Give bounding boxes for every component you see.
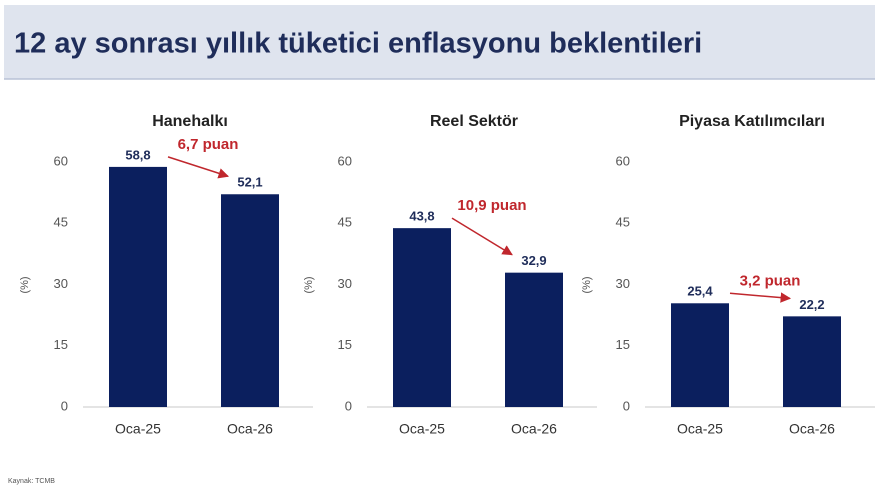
x-tick-label: Oca-26 (789, 421, 835, 437)
value-label: 43,8 (409, 209, 434, 224)
y-tick-label: 15 (338, 337, 352, 352)
y-tick-label: 0 (61, 398, 68, 413)
bar (221, 194, 279, 407)
annotation-arrow (167, 156, 229, 179)
y-tick-label: 60 (338, 153, 352, 168)
y-tick-label: 60 (54, 153, 68, 168)
value-label: 22,2 (799, 297, 824, 312)
y-tick-label: 0 (345, 398, 352, 413)
bar (671, 303, 729, 407)
bar (393, 228, 451, 407)
y-tick-label: 15 (54, 337, 68, 352)
chart-title: Piyasa Katılımcıları (679, 113, 825, 130)
annotation-arrow (729, 292, 792, 303)
y-tick-label: 45 (54, 215, 68, 230)
y-tick-label: 30 (338, 276, 352, 291)
y-tick-label: 30 (616, 276, 630, 291)
y-tick-label: 15 (616, 337, 630, 352)
y-tick-label: 0 (623, 398, 630, 413)
y-tick-label: 45 (338, 215, 352, 230)
x-tick-label: Oca-26 (227, 421, 273, 437)
x-tick-label: Oca-25 (677, 421, 723, 437)
y-axis-label: (%) (19, 276, 31, 293)
y-axis-label: (%) (581, 276, 593, 293)
chart-title: Hanehalkı (152, 113, 228, 130)
y-tick-label: 45 (616, 215, 630, 230)
x-tick-label: Oca-25 (115, 421, 161, 437)
annotation: 3,2 puan (740, 272, 801, 289)
chart-title: Reel Sektör (430, 113, 518, 130)
x-tick-label: Oca-26 (511, 421, 557, 437)
y-tick-label: 60 (616, 153, 630, 168)
header-band (4, 5, 875, 79)
value-label: 25,4 (687, 284, 713, 299)
value-label: 32,9 (521, 253, 546, 268)
slide-title: 12 ay sonrası yıllık tüketici enflasyonu… (14, 28, 702, 60)
annotation: 10,9 puan (457, 197, 526, 214)
value-label: 58,8 (125, 147, 150, 162)
value-label: 52,1 (237, 175, 262, 190)
y-tick-label: 30 (54, 276, 68, 291)
annotation: 6,7 puan (178, 136, 239, 153)
source: Kaynak: TCMB (8, 478, 55, 485)
bar (783, 316, 841, 407)
x-tick-label: Oca-25 (399, 421, 445, 437)
bar (109, 166, 167, 407)
y-axis-label: (%) (303, 276, 315, 293)
annotation-arrow (451, 217, 513, 256)
bar (505, 272, 563, 407)
